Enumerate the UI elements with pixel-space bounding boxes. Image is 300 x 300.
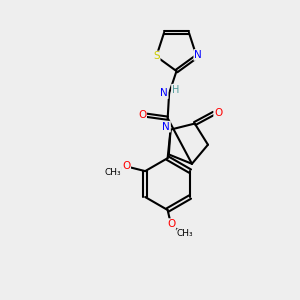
Text: O: O: [167, 219, 175, 229]
Text: O: O: [214, 108, 222, 118]
Text: O: O: [122, 160, 130, 170]
Text: O: O: [138, 110, 146, 120]
Text: CH₃: CH₃: [104, 168, 121, 177]
Text: N: N: [162, 122, 170, 132]
Text: H: H: [172, 85, 179, 94]
Text: S: S: [153, 51, 160, 62]
Text: CH₃: CH₃: [177, 229, 194, 238]
Text: N: N: [160, 88, 168, 98]
Text: N: N: [194, 50, 202, 60]
